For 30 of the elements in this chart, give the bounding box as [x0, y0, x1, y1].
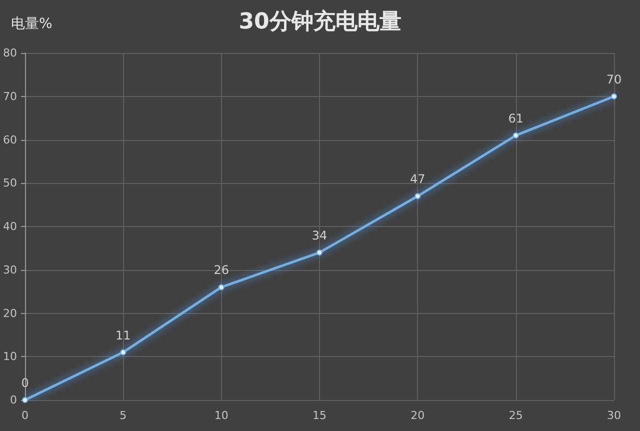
x-tick-label: 15: [312, 409, 326, 422]
point: [414, 193, 421, 200]
y-tick-label: 20: [3, 306, 17, 320]
data-label: 47: [410, 172, 426, 186]
y-tick-label: 40: [3, 220, 17, 233]
data-label: 61: [508, 111, 524, 126]
data-label: 70: [606, 72, 622, 86]
point: [218, 284, 224, 290]
x-tick-label: 25: [508, 409, 523, 422]
y-tick-label: 50: [3, 176, 17, 190]
x-tick-label: 30: [607, 409, 621, 422]
x-tick-label: 10: [214, 409, 228, 422]
x-tick-label: 20: [410, 409, 425, 422]
y-tick-label: 80: [3, 46, 17, 60]
x-tick-label: 0: [22, 409, 28, 422]
data-label: 11: [116, 328, 131, 342]
y-tick-label: 60: [3, 133, 17, 146]
point: [120, 349, 126, 356]
y-tick-label: 70: [3, 90, 17, 103]
data-label: 34: [312, 228, 328, 243]
y-axis-title: 电量%: [11, 16, 52, 32]
point: [611, 93, 617, 100]
y-tick-label: 10: [3, 350, 17, 364]
chart-title: 30分钟充电电量: [238, 8, 402, 34]
x-tick-label: 5: [120, 409, 127, 422]
data-label: 26: [214, 263, 229, 278]
point: [316, 250, 322, 256]
y-tick-label: 0: [10, 394, 17, 406]
y-tick-label: 30: [3, 263, 17, 276]
point: [512, 132, 519, 138]
